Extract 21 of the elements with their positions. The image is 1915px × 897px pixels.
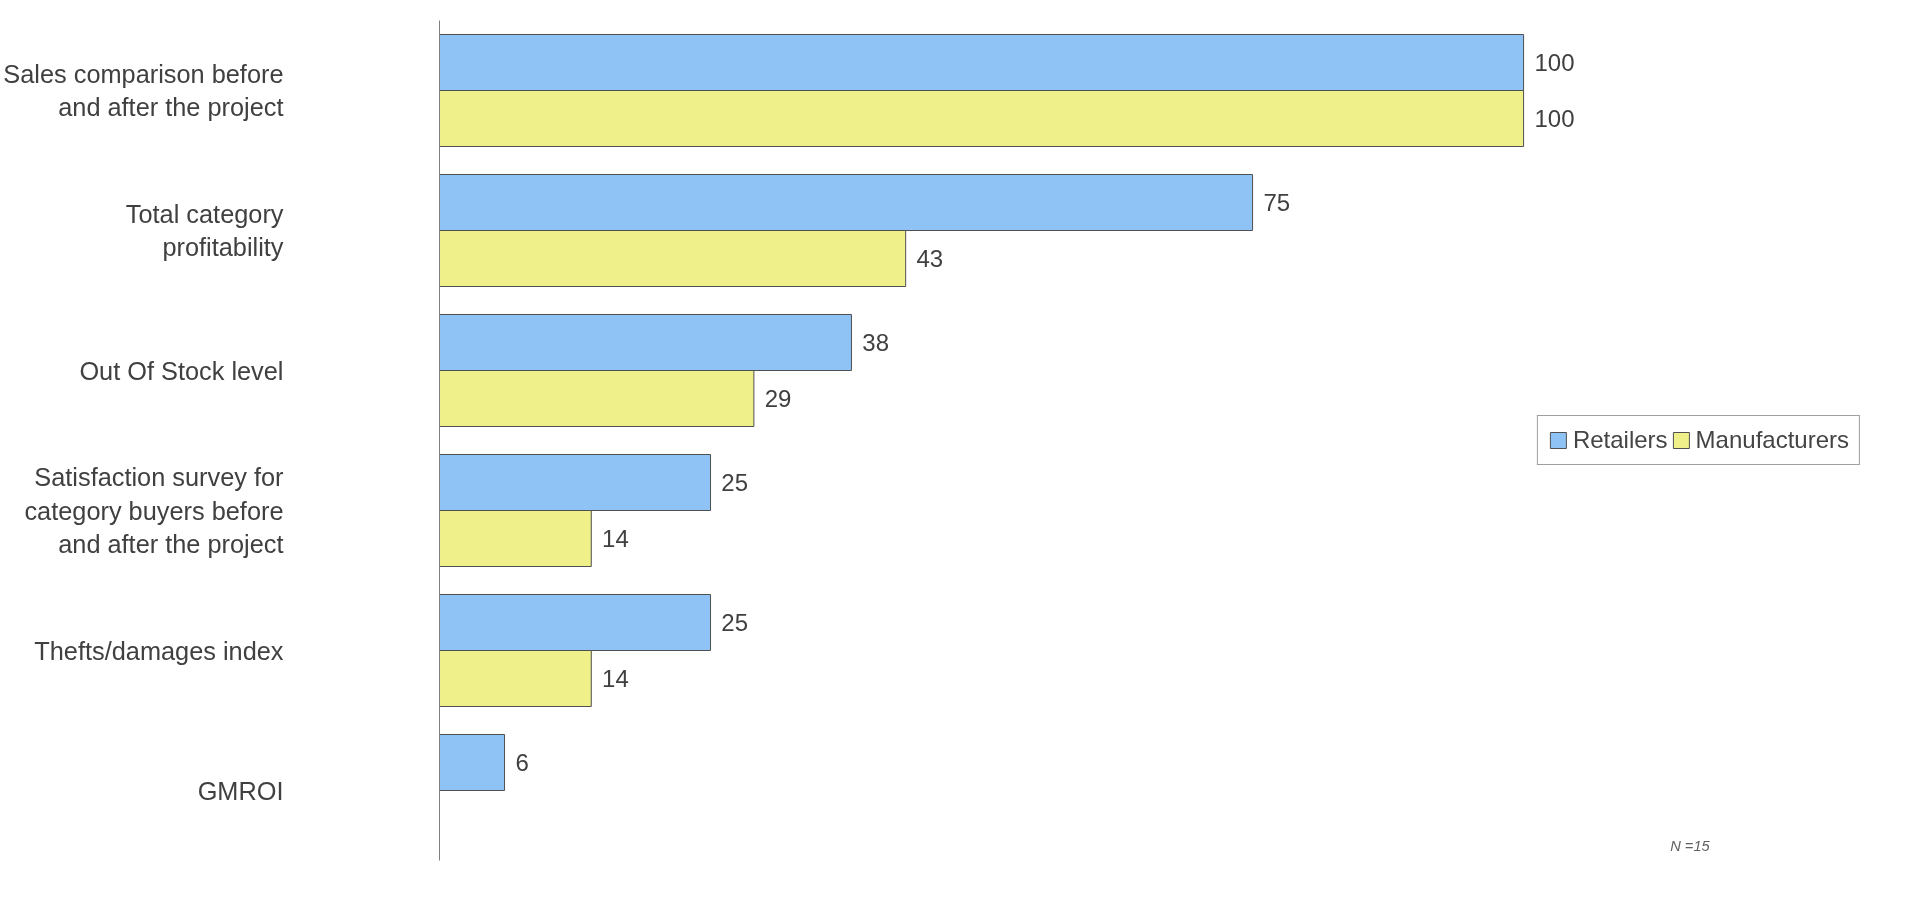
- y-tick-label: GMROI: [197, 776, 284, 805]
- data-label: 14: [602, 525, 629, 552]
- legend-label: Manufacturers: [1695, 426, 1849, 454]
- data-label: 14: [602, 665, 629, 692]
- data-label: 100: [1534, 105, 1575, 132]
- data-label: 29: [764, 385, 792, 412]
- legend-label: Retailers: [1572, 426, 1668, 454]
- data-label: 25: [721, 609, 749, 636]
- data-label: 43: [916, 245, 944, 272]
- y-tick-label: Sales comparison before and after the project: [3, 59, 284, 122]
- data-label: 6: [515, 749, 529, 776]
- bar: [439, 734, 506, 791]
- data-label: 100: [1534, 49, 1575, 76]
- data-label: 75: [1263, 189, 1291, 216]
- y-tick-label: Out Of Stock level: [79, 356, 284, 385]
- y-tick-label: Total category profitability: [125, 199, 284, 262]
- text: N =15: [1670, 837, 1711, 854]
- data-label: 25: [721, 469, 749, 496]
- y-tick-label: Thefts/damages index: [34, 636, 284, 665]
- data-label: 38: [862, 329, 889, 356]
- y-tick-label: Satisfaction survey for category buyers before and after the project: [24, 462, 285, 559]
